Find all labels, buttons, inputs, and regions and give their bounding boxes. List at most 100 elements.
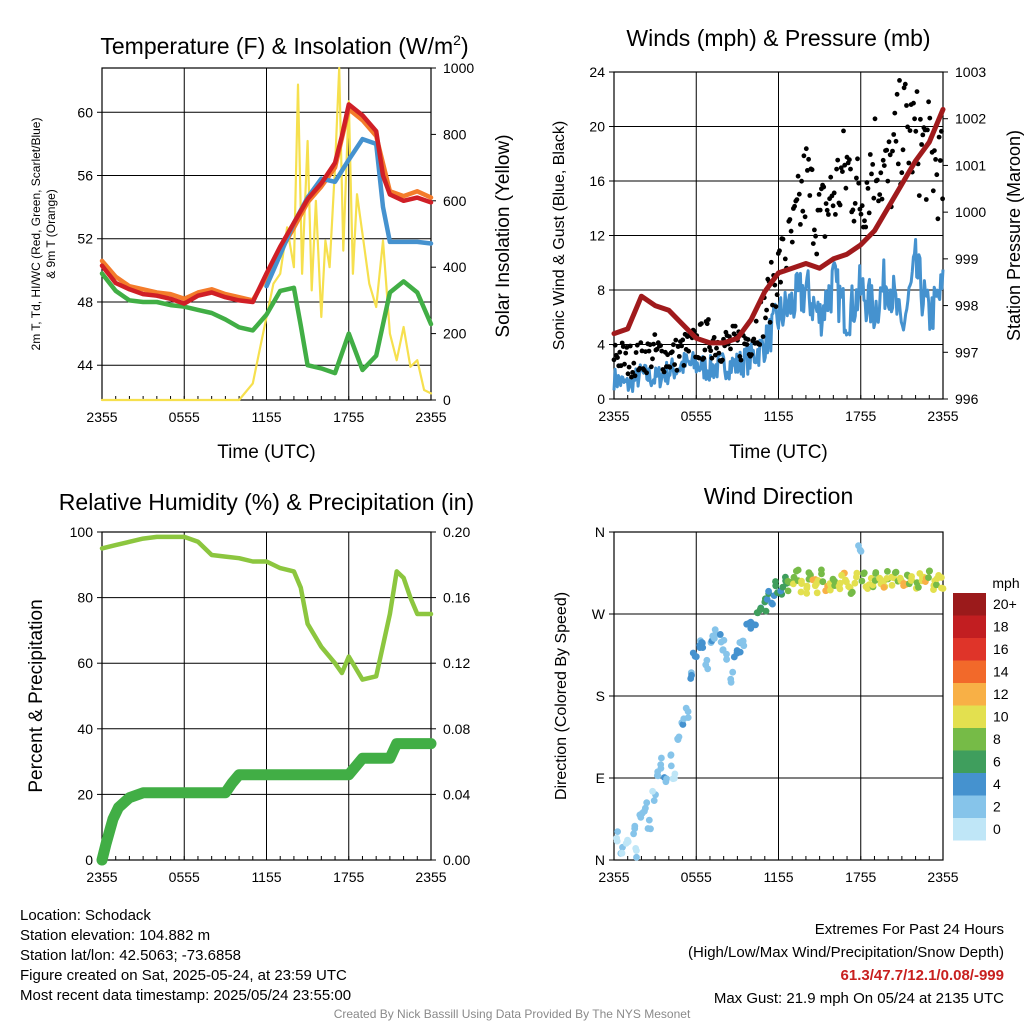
y-tick-label-left: 48 bbox=[77, 294, 93, 310]
gust-point bbox=[880, 157, 886, 163]
y-tick-label-right: 997 bbox=[955, 344, 979, 360]
legend-swatch bbox=[953, 638, 986, 661]
y-tick-label-left: E bbox=[596, 770, 605, 786]
y-tick-label-right: 0.04 bbox=[443, 786, 470, 802]
gust-point bbox=[937, 158, 943, 163]
gust-point bbox=[802, 214, 808, 220]
gust-point bbox=[665, 352, 670, 358]
direction-point bbox=[818, 570, 825, 578]
direction-point bbox=[772, 578, 779, 585]
y-tick-label-right: 0.12 bbox=[443, 655, 470, 671]
gust-point bbox=[911, 100, 916, 106]
gust-point bbox=[925, 127, 930, 133]
gust-point bbox=[906, 160, 912, 166]
gust-point bbox=[630, 370, 635, 375]
x-tick-label: 2355 bbox=[598, 408, 629, 424]
gust-point bbox=[887, 152, 893, 158]
series-line-precipitation bbox=[96, 738, 437, 866]
gust-point bbox=[814, 251, 820, 257]
legend-swatch bbox=[953, 683, 986, 706]
x-tick-label: 1755 bbox=[333, 869, 364, 885]
gust-point bbox=[850, 207, 856, 213]
gust-point bbox=[891, 132, 897, 137]
gust-point bbox=[890, 148, 895, 154]
y-tick-label-right: 800 bbox=[443, 126, 467, 142]
gust-point bbox=[777, 248, 782, 254]
gust-point bbox=[744, 342, 750, 347]
gust-point bbox=[631, 360, 637, 366]
direction-point bbox=[630, 830, 637, 838]
y-tick-label-left: N bbox=[595, 852, 605, 868]
y-tick-label-left: 8 bbox=[597, 282, 605, 298]
gust-point bbox=[940, 196, 945, 202]
gust-point bbox=[813, 233, 818, 239]
gust-point bbox=[895, 161, 901, 167]
gust-point bbox=[913, 128, 919, 134]
meteogram-canvas: 2355 0555 1155 1755 235544485256600200400600… bbox=[26, 25, 1024, 885]
direction-point bbox=[699, 644, 707, 651]
gust-point bbox=[757, 342, 763, 347]
direction-point bbox=[679, 721, 687, 728]
gust-point bbox=[933, 157, 938, 162]
gust-point bbox=[897, 78, 902, 83]
gust-point bbox=[824, 207, 830, 213]
figure-created: Figure created on Sat, 2025-05-24, at 23… bbox=[20, 967, 347, 984]
direction-point bbox=[723, 656, 730, 663]
chart-title: Relative Humidity (%) & Precipitation (i… bbox=[59, 489, 474, 515]
legend-label: 4 bbox=[993, 776, 1001, 792]
gust-point bbox=[661, 369, 667, 375]
y-tick-label-right: 0.20 bbox=[443, 524, 470, 540]
gust-point bbox=[865, 186, 871, 191]
gust-point bbox=[753, 318, 759, 324]
gust-point bbox=[623, 350, 629, 356]
direction-point bbox=[784, 587, 792, 595]
legend-label: 14 bbox=[993, 664, 1009, 680]
gust-point bbox=[816, 192, 822, 197]
direction-point bbox=[857, 547, 865, 555]
gust-point bbox=[851, 218, 857, 224]
gust-point bbox=[706, 317, 711, 322]
direction-point bbox=[645, 816, 653, 824]
gust-point bbox=[869, 171, 874, 177]
gust-point bbox=[713, 352, 718, 358]
y-axis-label-left: Direction (Colored By Speed) bbox=[553, 592, 570, 800]
direction-point bbox=[765, 587, 772, 595]
direction-point bbox=[768, 599, 775, 607]
gust-point bbox=[652, 332, 658, 337]
direction-point bbox=[675, 733, 683, 741]
gust-point bbox=[858, 211, 864, 217]
y-tick-label-right: 1000 bbox=[955, 204, 986, 220]
chart-title: Wind Direction bbox=[704, 483, 854, 509]
gust-point bbox=[637, 366, 642, 371]
y-tick-label-left: 20 bbox=[77, 786, 93, 802]
station-latlon: Station lat/lon: 42.5063; -73.6858 bbox=[20, 947, 242, 964]
legend-label: 12 bbox=[993, 686, 1009, 702]
gust-point bbox=[799, 178, 804, 184]
direction-point bbox=[888, 581, 896, 589]
x-tick-label: 0555 bbox=[169, 409, 200, 425]
direction-point bbox=[862, 583, 870, 591]
gust-point bbox=[788, 228, 794, 234]
y-tick-label-right: 996 bbox=[955, 391, 979, 407]
x-tick-label: 0555 bbox=[681, 869, 712, 885]
gust-point bbox=[798, 222, 803, 227]
gust-point bbox=[617, 349, 623, 355]
max-gust: Max Gust: 21.9 mph On 05/24 at 2135 UTC bbox=[713, 990, 1004, 1007]
legend-swatch bbox=[953, 705, 986, 728]
gust-point bbox=[893, 138, 899, 144]
direction-point bbox=[838, 571, 845, 579]
y-tick-label-right: 600 bbox=[443, 193, 467, 209]
legend-swatch bbox=[953, 615, 986, 638]
legend-label: 0 bbox=[993, 821, 1001, 837]
gust-point bbox=[807, 193, 813, 198]
speed-legend: mph 20+ 18 16 14 12 10 8 6 4 2 0 bbox=[953, 575, 1020, 841]
gust-point bbox=[795, 173, 801, 179]
x-tick-label: 2355 bbox=[86, 409, 117, 425]
gust-point bbox=[627, 343, 633, 349]
gust-point bbox=[644, 370, 649, 376]
gust-point bbox=[894, 91, 900, 97]
gust-point bbox=[936, 134, 942, 140]
gust-point bbox=[817, 207, 823, 213]
direction-point bbox=[618, 849, 626, 857]
direction-point bbox=[631, 822, 639, 830]
